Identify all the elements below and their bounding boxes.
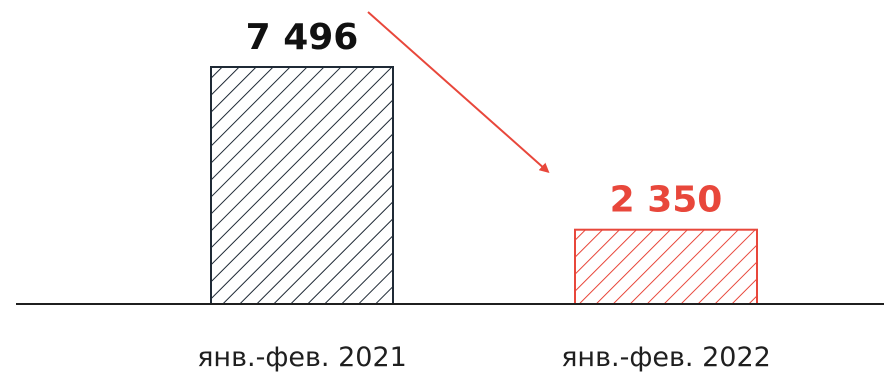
value-label-2: 2 350 [610,180,723,221]
category-label-2: янв.-фев. 2022 [561,342,771,373]
bar-2 [574,228,758,306]
value-label-1: 7 496 [246,17,359,58]
bar-1 [210,66,394,305]
decrease-arrow [367,11,550,174]
category-label-1: янв.-фев. 2021 [197,342,407,373]
